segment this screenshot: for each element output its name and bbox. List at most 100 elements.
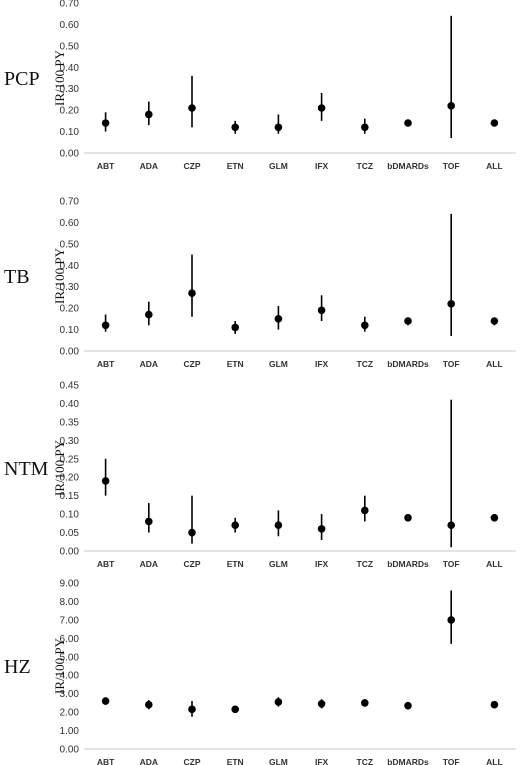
panel-tb: 0.00 0.10 0.20 0.30 0.40 0.50 0.60 0.70 IR/100 P… (4, 197, 516, 369)
y-tick-label: 0.60 (60, 218, 80, 229)
y-tick-label: 0.40 (60, 399, 80, 410)
y-tick-label: 0.00 (60, 149, 80, 160)
point-estimate (404, 514, 412, 522)
point-estimate (101, 119, 110, 127)
y-tick-label: 0.60 (60, 20, 80, 31)
y-tick-label: 0.30 (60, 84, 80, 95)
panel-pcp: 0.00 0.10 0.20 0.30 0.40 0.50 0.60 0.70 IR/100 P… (4, 0, 516, 171)
y-tick-label: 0.20 (60, 473, 80, 484)
x-category-label: TCZ (357, 757, 374, 765)
point-estimate (490, 700, 499, 709)
y-tick-label: 0.30 (60, 436, 80, 447)
y-tick-label: 1.00 (60, 726, 80, 737)
panel-label: HZ (4, 656, 31, 678)
x-category-label: TOF (443, 359, 460, 369)
x-category-label: CZP (184, 161, 201, 171)
y-tick-label: 0.30 (60, 282, 80, 293)
point-estimate (101, 321, 110, 330)
x-category-label: GLM (269, 359, 288, 369)
y-tick-label: 0.70 (60, 197, 80, 208)
point-estimate (404, 119, 412, 127)
y-tick-label: 9.00 (60, 579, 80, 590)
y-tick-label: 0.50 (60, 41, 80, 52)
x-category-label: IFX (315, 161, 329, 171)
y-tick-label: 0.40 (60, 63, 80, 74)
point-estimate (490, 317, 499, 325)
point-estimate (317, 700, 326, 708)
point-estimate (231, 705, 239, 714)
panel-label: PCP (4, 68, 40, 90)
point-estimate (274, 698, 283, 706)
x-category-label: ALL (486, 757, 503, 765)
y-tick-label: 3.00 (60, 689, 80, 700)
point-estimate (447, 102, 456, 110)
x-category-label: IFX (315, 559, 329, 569)
panel-hz: 0.00 1.00 2.00 3.00 4.00 5.00 6.00 7.00 8.00 9.00… (4, 579, 516, 765)
x-category-label: bDMARDs (387, 559, 429, 569)
point-estimate (231, 521, 239, 529)
y-tick-label: 0.10 (60, 510, 80, 521)
x-category-label: GLM (269, 559, 288, 569)
panel-ntm: 0.00 0.05 0.10 0.15 0.20 0.25 0.30 0.35 0.40 0.45… (4, 381, 516, 569)
point-estimate (188, 528, 196, 537)
y-tick-label: 0.15 (60, 491, 80, 502)
point-estimate (231, 123, 239, 132)
x-category-label: TCZ (357, 559, 374, 569)
point-estimate (188, 705, 196, 714)
x-category-label: CZP (184, 559, 201, 569)
y-tick-label: 7.00 (60, 615, 80, 626)
point-estimate (145, 517, 153, 526)
y-tick-label: 0.00 (60, 745, 80, 756)
y-axis-label: IR/100 PY (52, 247, 67, 304)
x-category-label: GLM (269, 757, 288, 765)
point-estimate (101, 697, 110, 705)
point-estimate (361, 123, 369, 132)
y-axis-label: IR/100 PY (52, 49, 67, 106)
panel-label: NTM (4, 458, 49, 480)
point-estimate (188, 104, 196, 112)
y-tick-label: 0.20 (60, 304, 80, 315)
y-tick-label: 0.05 (60, 528, 80, 539)
x-category-label: bDMARDs (387, 757, 429, 765)
point-estimate (145, 110, 153, 119)
point-estimate (361, 321, 369, 330)
point-estimate (274, 521, 283, 529)
x-category-label: ABT (97, 559, 115, 569)
x-category-label: ADA (140, 757, 158, 765)
x-category-label: ALL (486, 359, 503, 369)
point-estimate (447, 300, 456, 308)
y-tick-label: 0.70 (60, 0, 80, 10)
panel-label: TB (4, 266, 30, 288)
x-category-label: IFX (315, 359, 329, 369)
point-estimate (274, 315, 283, 323)
x-category-label: ABT (97, 757, 115, 765)
point-estimate (490, 119, 499, 127)
point-estimate (361, 506, 369, 515)
point-estimate (145, 700, 153, 709)
y-tick-label: 0.00 (60, 347, 80, 358)
x-category-label: TCZ (357, 161, 374, 171)
point-estimate (447, 521, 456, 529)
y-tick-label: 6.00 (60, 634, 80, 645)
y-tick-label: 0.10 (60, 127, 80, 138)
x-category-label: ADA (140, 161, 158, 171)
y-tick-label: 0.10 (60, 325, 80, 336)
y-tick-label: 5.00 (60, 652, 80, 663)
y-tick-label: 2.00 (60, 708, 80, 719)
x-category-label: ADA (140, 359, 158, 369)
x-category-label: TOF (443, 559, 460, 569)
y-tick-label: 8.00 (60, 597, 80, 608)
x-category-label: ETN (227, 161, 244, 171)
y-tick-label: 0.20 (60, 106, 80, 117)
point-estimate (101, 477, 110, 485)
y-axis-label: IR/100 PY (52, 439, 67, 496)
point-estimate (490, 514, 499, 522)
point-estimate (404, 701, 412, 710)
x-category-label: TOF (443, 161, 460, 171)
point-estimate (317, 525, 326, 533)
point-estimate (447, 616, 456, 624)
x-category-label: ADA (140, 559, 158, 569)
y-tick-label: 0.40 (60, 261, 80, 272)
y-axis-label: IR/100 PY (52, 637, 67, 694)
x-category-label: bDMARDs (387, 161, 429, 171)
